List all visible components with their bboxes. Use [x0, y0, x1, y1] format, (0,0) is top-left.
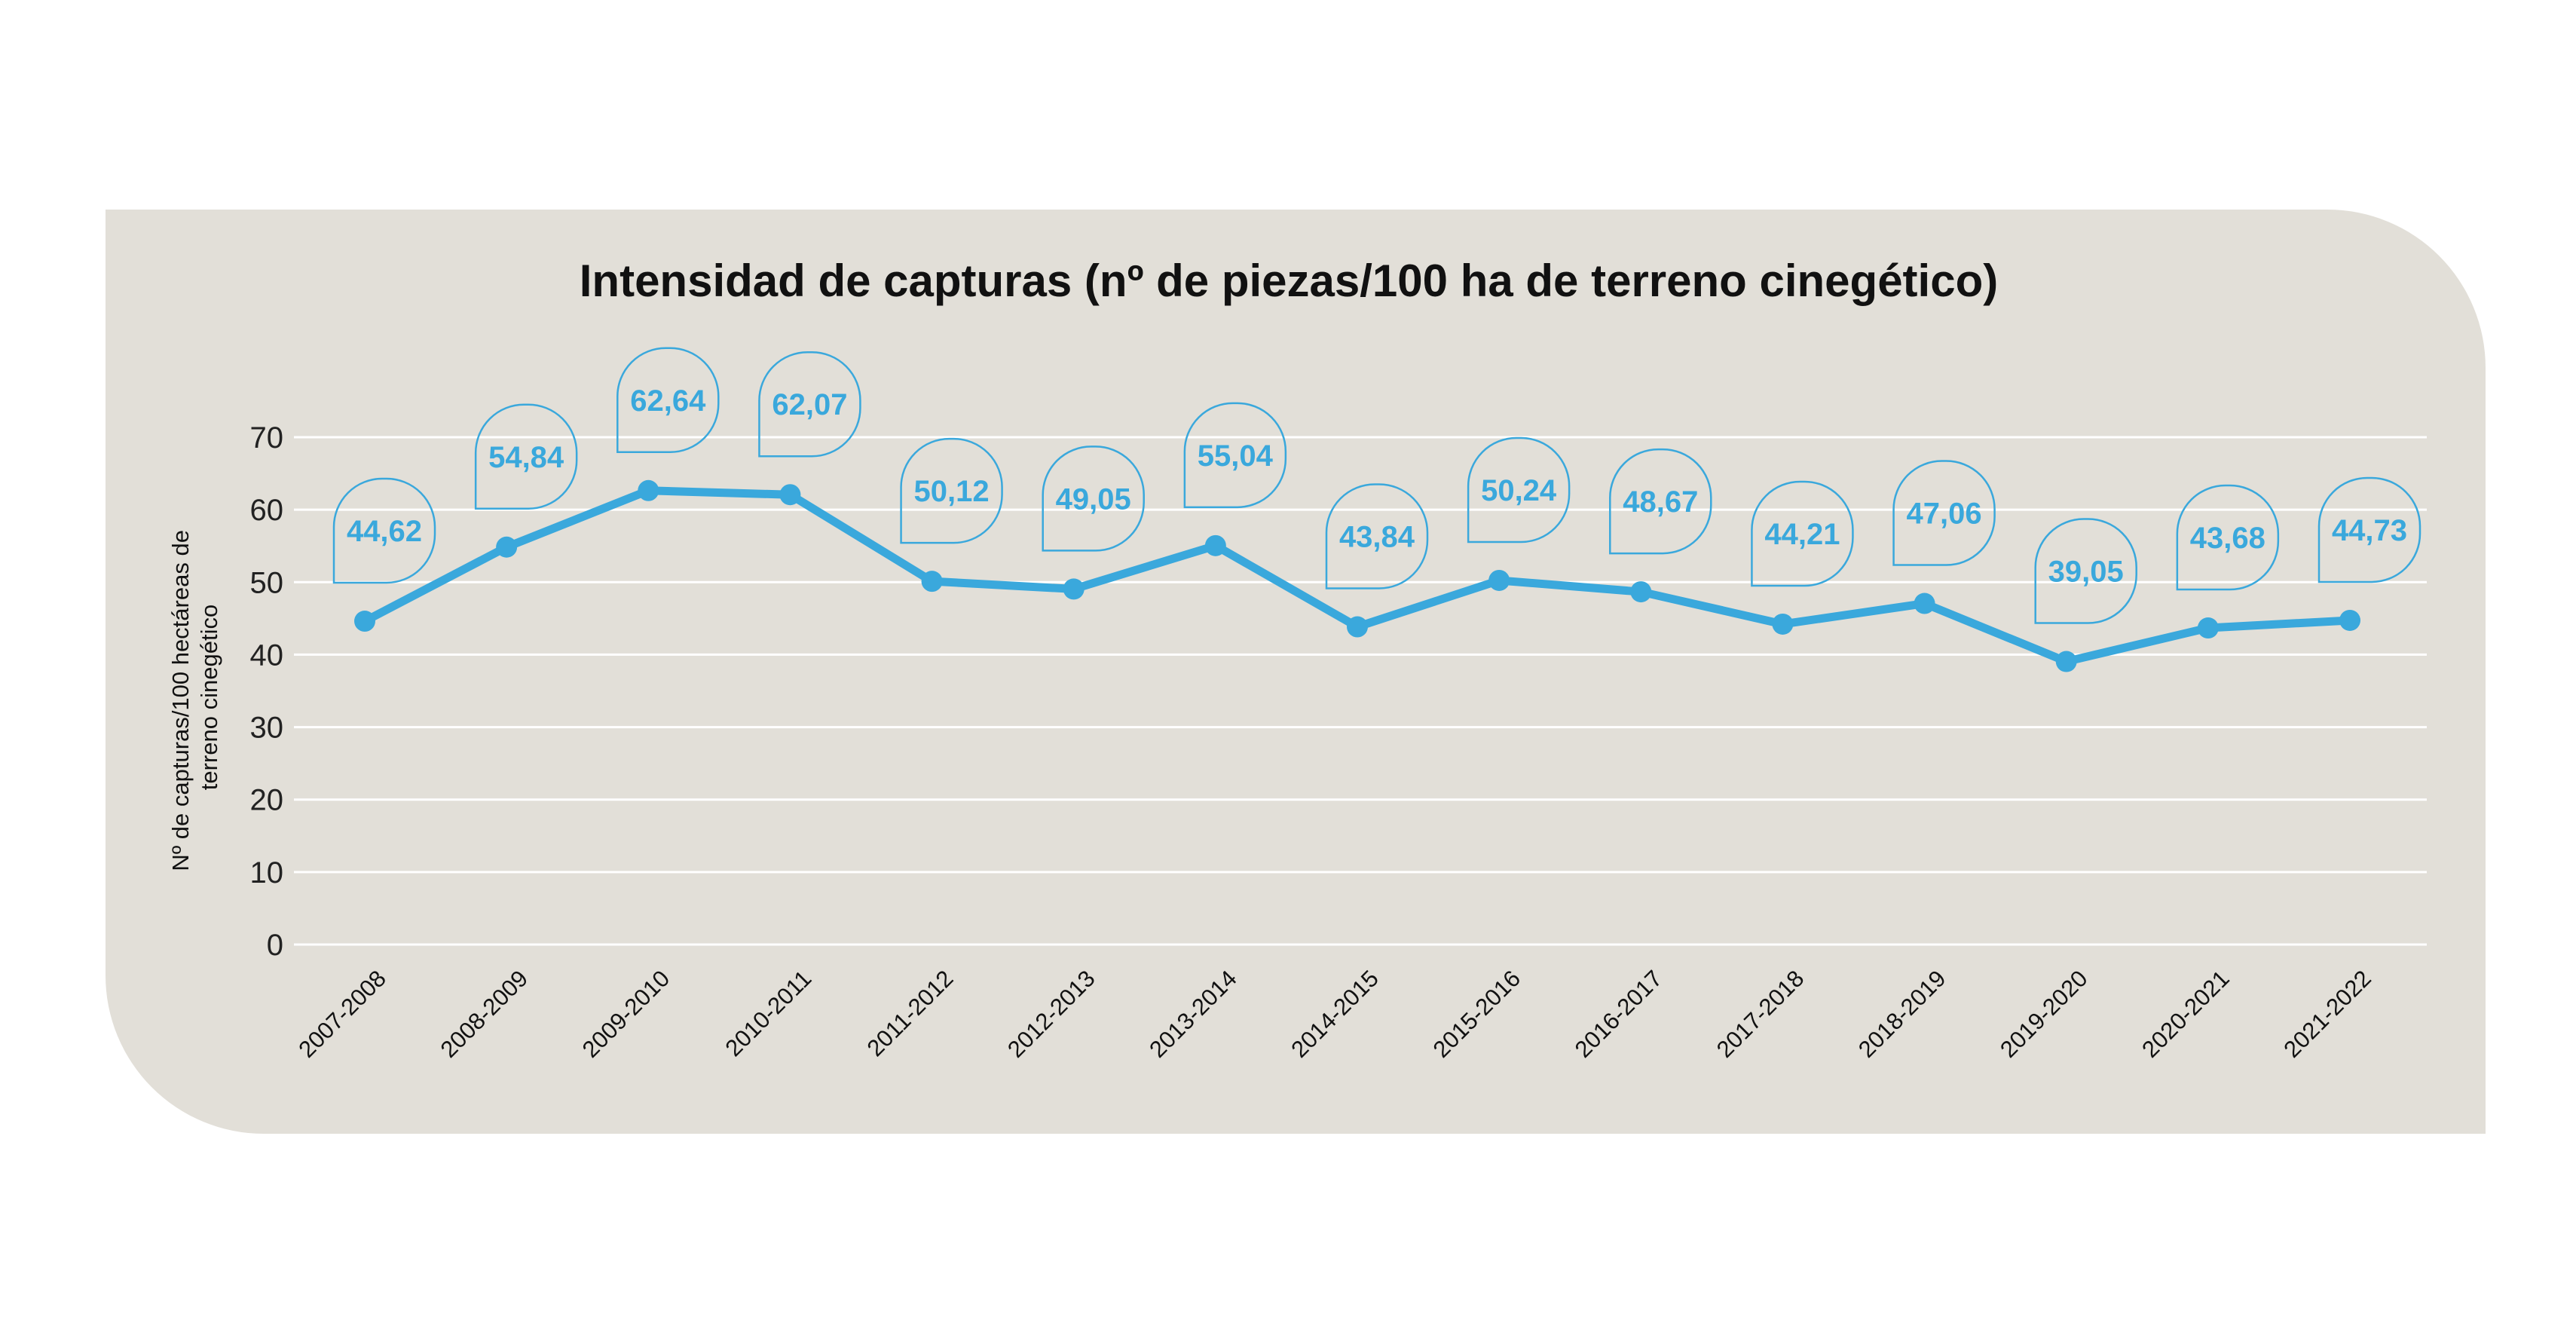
y-tick-label-30: 30 — [250, 712, 284, 745]
data-point-2008-2009 — [496, 536, 518, 558]
data-label-2014-2015: 43,84 — [1339, 521, 1415, 554]
data-point-2021-2022 — [2339, 609, 2360, 631]
y-axis-label-line-1: Nº de capturas/100 hectáreas de — [167, 530, 194, 871]
data-point-2019-2020 — [2055, 651, 2077, 672]
x-tick-label-2018-2019: 2018-2019 — [1853, 965, 1951, 1063]
data-label-bubble-2013-2014 — [1183, 402, 1287, 509]
x-tick-label-2011-2012: 2011-2012 — [862, 965, 959, 1061]
data-label-bubble-2009-2010 — [616, 347, 720, 454]
y-tick-label-20: 20 — [250, 784, 284, 817]
x-tick-label-2014-2015: 2014-2015 — [1286, 965, 1384, 1063]
data-label-2017-2018: 44,21 — [1764, 518, 1840, 551]
x-tick-label-2012-2013: 2012-2013 — [1002, 965, 1100, 1063]
data-label-bubble-2007-2008 — [332, 477, 436, 584]
data-label-2013-2014: 55,04 — [1198, 439, 1274, 473]
x-tick-label-2016-2017: 2016-2017 — [1570, 965, 1668, 1063]
data-label-bubble-2021-2022 — [2317, 476, 2422, 583]
x-tick-label-2015-2016: 2015-2016 — [1428, 965, 1526, 1063]
grid — [294, 436, 2427, 946]
x-tick-label-2007-2008: 2007-2008 — [293, 965, 391, 1063]
data-point-2017-2018 — [1772, 613, 1794, 635]
y-tick-label-0: 0 — [267, 929, 283, 962]
x-tick-label-2021-2022: 2021-2022 — [2278, 965, 2376, 1063]
data-label-bubble-2010-2011 — [758, 351, 861, 458]
data-point-2020-2021 — [2197, 617, 2219, 639]
data-point-2010-2011 — [779, 484, 801, 506]
x-tick-label-2017-2018: 2017-2018 — [1712, 965, 1810, 1063]
data-point-2015-2016 — [1488, 569, 1510, 591]
x-tick-label-2020-2021: 2020-2021 — [2137, 965, 2235, 1063]
data-label-2011-2012: 50,12 — [914, 475, 990, 508]
data-label-2012-2013: 49,05 — [1056, 482, 1131, 516]
data-labels: 44,62 54,84 62,64 62,07 50,12 49,05 55,04 43,84… — [332, 347, 2422, 624]
data-label-bubble-2017-2018 — [1751, 480, 1854, 587]
y-tick-label-70: 70 — [250, 421, 284, 455]
chart-card — [106, 210, 2486, 1134]
data-point-2012-2013 — [1063, 578, 1085, 600]
y-axis-label: Nº de capturas/100 hectáreas de terreno … — [167, 523, 222, 871]
data-label-bubble-2014-2015 — [1325, 483, 1429, 589]
x-tick-label-2009-2010: 2009-2010 — [577, 965, 675, 1063]
data-label-2019-2020: 39,05 — [2048, 556, 2124, 589]
data-point-2009-2010 — [638, 479, 659, 501]
x-tick-label-2019-2020: 2019-2020 — [1995, 965, 2093, 1063]
x-tick-label-2008-2009: 2008-2009 — [436, 965, 534, 1063]
data-label-2008-2009: 54,84 — [488, 441, 564, 474]
y-tick-label-40: 40 — [250, 638, 284, 672]
x-tick-label-2010-2011: 2010-2011 — [720, 965, 816, 1061]
data-point-2018-2019 — [1914, 593, 1935, 614]
chart-title: Intensidad de capturas (nº de piezas/100… — [580, 256, 1998, 306]
data-point-2007-2008 — [354, 611, 375, 632]
data-label-bubble-2015-2016 — [1467, 436, 1571, 544]
data-label-2016-2017: 48,67 — [1623, 485, 1698, 519]
data-point-2014-2015 — [1347, 616, 1368, 638]
data-label-2009-2010: 62,64 — [630, 384, 706, 418]
data-label-2010-2011: 62,07 — [772, 388, 847, 421]
data-label-bubble-2012-2013 — [1042, 446, 1145, 552]
data-point-2011-2012 — [921, 571, 943, 593]
data-label-2021-2022: 44,73 — [2332, 514, 2407, 547]
x-axis-ticks: 2007-2008 2008-2009 2009-2010 2010-2011 2011… — [293, 965, 2376, 1063]
data-label-2018-2019: 47,06 — [1907, 498, 1982, 531]
data-label-bubble-2019-2020 — [2034, 518, 2137, 624]
data-label-bubble-2008-2009 — [474, 403, 578, 510]
data-point-2013-2014 — [1204, 534, 1226, 556]
y-tick-label-60: 60 — [250, 494, 284, 527]
series-points — [354, 479, 2360, 672]
y-axis-ticks: 0 10 20 30 40 50 60 70 — [250, 421, 284, 962]
y-tick-label-50: 50 — [250, 566, 284, 599]
y-axis-label-line-2: terreno cinegético — [196, 605, 222, 790]
y-tick-label-10: 10 — [250, 856, 284, 890]
x-tick-label-2013-2014: 2013-2014 — [1144, 965, 1242, 1063]
data-label-bubble-2020-2021 — [2176, 484, 2280, 591]
data-label-2007-2008: 44,62 — [347, 515, 422, 548]
data-label-2020-2021: 43,68 — [2190, 522, 2265, 555]
data-point-2016-2017 — [1630, 581, 1652, 603]
data-label-bubble-2018-2019 — [1892, 460, 1996, 566]
data-label-2015-2016: 50,24 — [1481, 474, 1557, 507]
data-label-bubble-2011-2012 — [900, 437, 1003, 544]
data-label-bubble-2016-2017 — [1609, 448, 1712, 555]
